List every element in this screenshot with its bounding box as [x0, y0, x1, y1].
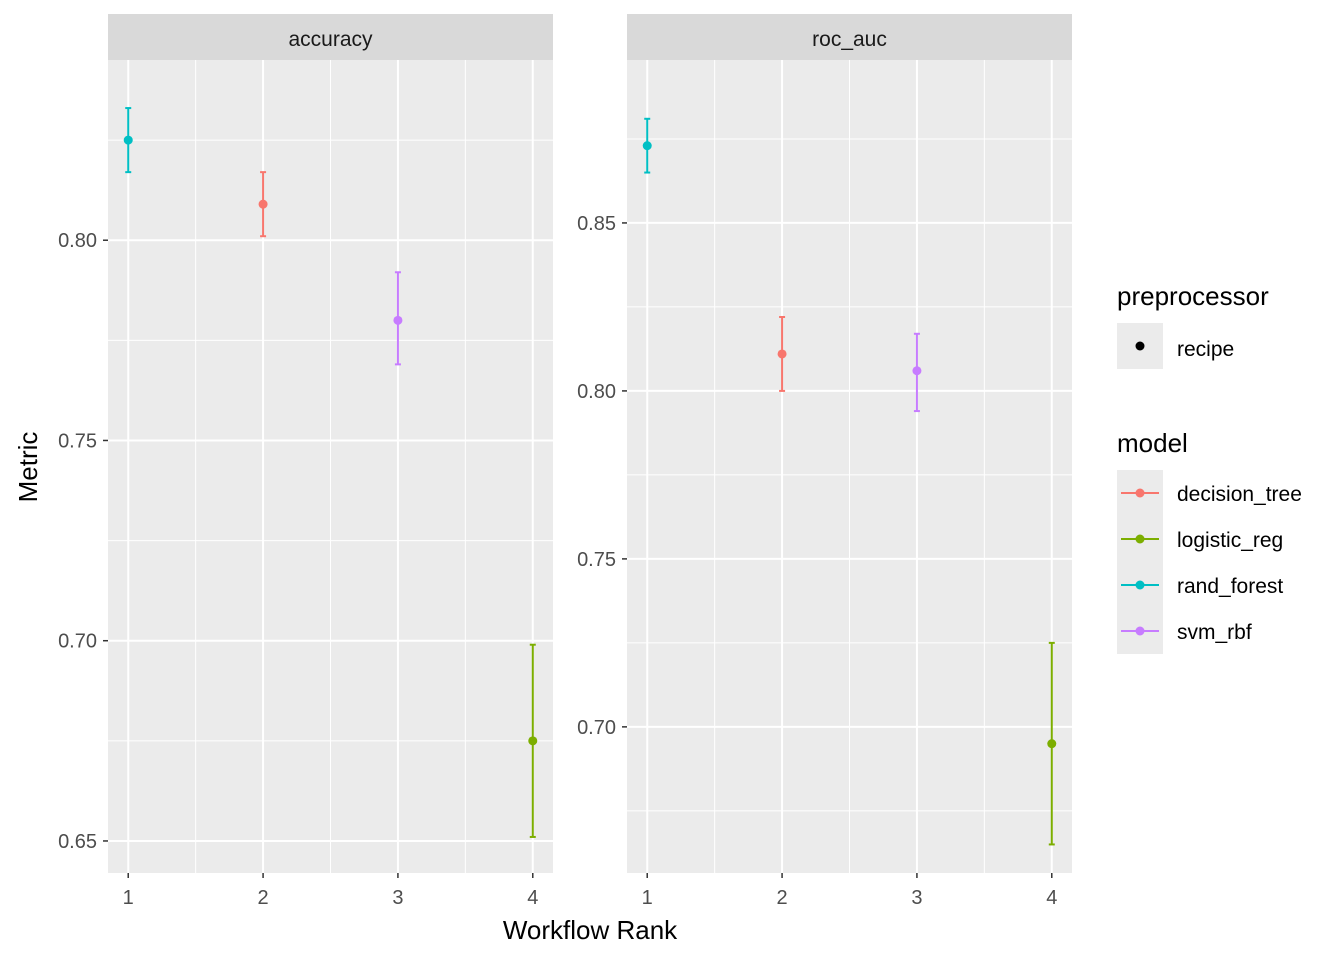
point-rand_forest	[642, 141, 652, 151]
x-tick-label: 3	[911, 887, 922, 909]
legend-key-point-svm_rbf	[1135, 626, 1145, 636]
point-rand_forest	[123, 135, 133, 145]
y-tick-label: 0.80	[58, 230, 97, 252]
legend-label-decision_tree: decision_tree	[1177, 483, 1302, 506]
y-axis-title: Metric	[13, 432, 43, 503]
y-tick-label: 0.65	[58, 831, 97, 853]
facet-roc_auc: roc_auc 0.70 0.75 0.80 0.85 1 2 3 4	[577, 14, 1072, 909]
legend-preprocessor-title: preprocessor	[1117, 281, 1269, 311]
x-tick-label: 3	[392, 887, 403, 909]
facet-strip	[627, 14, 1072, 60]
legend-key-point-logistic_reg	[1135, 534, 1145, 544]
facet-accuracy: accuracy 0.65 0.70 0.75 0.80 1 2 3 4	[58, 14, 553, 909]
legend-model-title: model	[1117, 428, 1188, 458]
y-tick-label: 0.85	[577, 213, 616, 235]
legend-label-rand_forest: rand_forest	[1177, 575, 1283, 598]
legend-key-point-decision_tree	[1135, 488, 1145, 498]
x-tick-label: 1	[123, 887, 134, 909]
y-tick-label: 0.80	[577, 381, 616, 403]
legend-key-recipe	[1135, 341, 1145, 351]
point-decision_tree	[777, 349, 787, 359]
facet-strip-label: roc_auc	[812, 28, 887, 51]
legend-label-svm_rbf: svm_rbf	[1177, 621, 1252, 644]
facet-strip	[108, 14, 553, 60]
x-tick-label: 2	[777, 887, 788, 909]
y-tick-label: 0.70	[58, 631, 97, 653]
legend-label-recipe: recipe	[1177, 338, 1234, 361]
x-axis-title: Workflow Rank	[503, 915, 678, 945]
x-tick-label: 4	[1046, 887, 1057, 909]
facet-strip-label: accuracy	[288, 28, 373, 51]
x-tick-label: 4	[527, 887, 538, 909]
point-logistic_reg	[1047, 739, 1057, 749]
legend: preprocessor model recipe decision_treelo…	[1117, 281, 1302, 654]
y-tick-label: 0.75	[58, 430, 97, 452]
x-tick-label: 2	[258, 887, 269, 909]
legend-key-point-rand_forest	[1135, 580, 1145, 590]
y-tick-label: 0.75	[577, 549, 616, 571]
y-tick-label: 0.70	[577, 717, 616, 739]
legend-label-logistic_reg: logistic_reg	[1177, 529, 1283, 552]
facet-panels: accuracy 0.65 0.70 0.75 0.80 1 2 3 4 roc_auc 0.70 0…	[58, 14, 1072, 909]
x-tick-label: 1	[642, 887, 653, 909]
point-logistic_reg	[528, 736, 538, 746]
point-decision_tree	[258, 199, 268, 209]
point-svm_rbf	[912, 366, 922, 376]
point-svm_rbf	[393, 315, 403, 325]
